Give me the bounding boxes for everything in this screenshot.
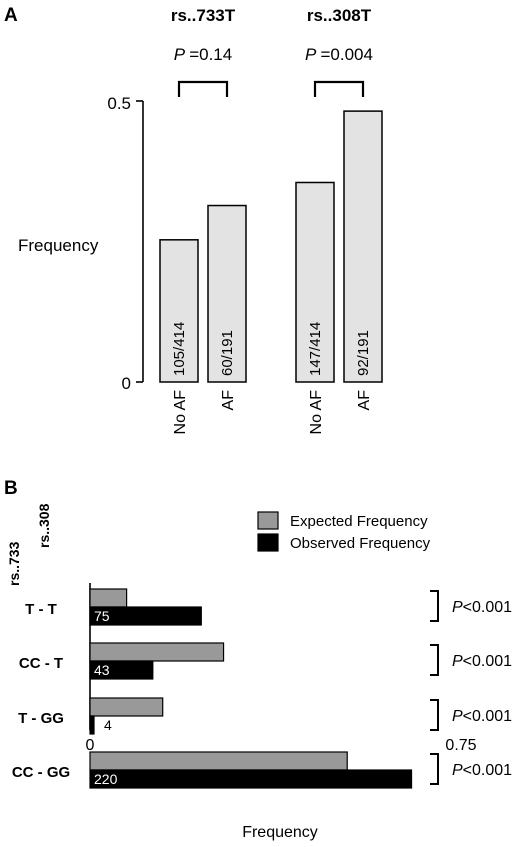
observed-bar-1	[89, 660, 154, 680]
panel-b-plot: T - T 75 P<0.001 CC - T 43 P<0.001 T - GG 4 P<0.…	[12, 588, 512, 789]
expected-bar-3	[89, 751, 348, 771]
significance-bracket-1	[313, 80, 365, 97]
expected-bar-1	[89, 642, 225, 662]
bar-count-label-0-1: 60/191	[219, 330, 236, 376]
p-bracket-0	[430, 590, 439, 622]
category-label-0: T - T	[25, 601, 57, 618]
p-value-3: P<0.001	[452, 762, 512, 779]
expected-bar-2	[89, 697, 164, 717]
bar-0-1	[207, 204, 247, 383]
row-header-rs308: rs..308	[36, 503, 52, 548]
p-bracket-1	[430, 644, 439, 676]
observed-count-label-0: 75	[94, 608, 110, 624]
panel-a-y-tick-label-max: 0.5	[107, 94, 131, 113]
significance-bracket-0	[177, 80, 229, 97]
panel-a-y-axis-label: Frequency	[18, 236, 99, 255]
p-value-label-0: P =0.14	[174, 45, 232, 64]
category-label-2: T - GG	[18, 710, 64, 727]
bar-count-label-1-1: 92/191	[355, 330, 372, 376]
snp-header-0: rs..733T	[171, 6, 236, 25]
x-tick-label-1-0: No AF	[308, 390, 325, 435]
panel-b-x-tick-min: 0	[86, 737, 95, 754]
observed-count-label-1: 43	[94, 662, 110, 678]
p-value-1: P<0.001	[452, 653, 512, 670]
panel-b-x-axis-label: Frequency	[242, 824, 318, 841]
bar-count-label-0-0: 105/414	[171, 322, 188, 376]
expected-bar-0	[89, 588, 128, 608]
panel-b-legend: Expected Frequency Observed Frequency	[257, 511, 431, 552]
p-bracket-2	[430, 699, 439, 731]
observed-count-label-2: 4	[104, 717, 112, 733]
bar-1-1	[343, 110, 383, 383]
p-value-label-1: P =0.004	[305, 45, 373, 64]
observed-bar-0	[89, 606, 202, 626]
observed-bar-3	[89, 769, 413, 789]
p-value-2: P<0.001	[452, 708, 512, 725]
p-value-0: P<0.001	[452, 599, 512, 616]
snp-header-1: rs..308T	[307, 6, 372, 25]
bar-0-0	[159, 239, 199, 383]
x-tick-label-0-1: AF	[220, 390, 237, 411]
p-bracket-3	[430, 753, 439, 785]
panel-b-x-tick-max: 0.75	[445, 737, 476, 754]
legend-label-1: Observed Frequency	[290, 535, 431, 552]
panel-a-label: A	[4, 5, 18, 26]
x-tick-label-1-1: AF	[356, 390, 373, 411]
category-label-1: CC - T	[19, 655, 63, 672]
row-header-rs733: rs..733	[6, 541, 22, 586]
x-tick-label-0-0: No AF	[172, 390, 189, 435]
legend-swatch-1	[257, 533, 279, 552]
observed-count-label-3: 220	[94, 771, 118, 787]
bar-1-0	[295, 181, 335, 383]
panel-a-plot: rs..733T P =0.14 105/414 No AF 60/191 AF rs..3…	[159, 6, 383, 435]
panel-b-label: B	[4, 478, 18, 499]
legend-label-0: Expected Frequency	[290, 513, 428, 530]
legend-swatch-0	[257, 511, 279, 530]
panel-a-y-tick-label-min: 0	[122, 374, 131, 393]
category-label-3: CC - GG	[12, 764, 70, 781]
bar-count-label-1-0: 147/414	[307, 322, 324, 376]
observed-bar-2	[89, 715, 95, 735]
